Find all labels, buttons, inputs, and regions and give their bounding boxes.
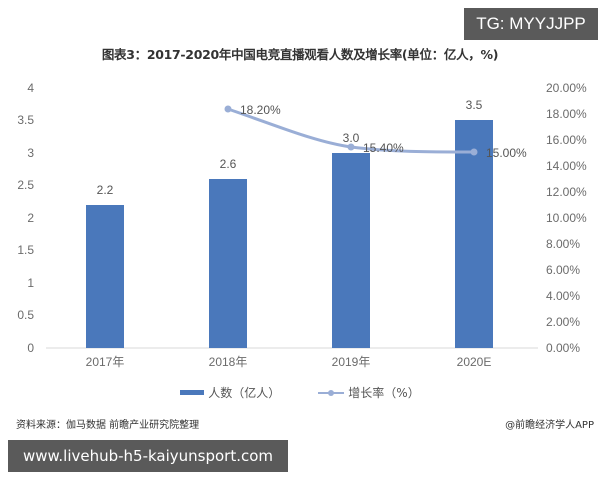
legend-line-label: 增长率（%）: [348, 386, 420, 400]
left-tick: 2.5: [17, 178, 34, 192]
bar-label: 3.5: [466, 98, 483, 112]
bar-series: [86, 120, 493, 348]
bar-2017: [86, 205, 124, 348]
x-tick: 2019年: [332, 355, 371, 369]
legend-bar-label: 人数（亿人）: [208, 386, 281, 400]
growth-point-2019: [347, 143, 355, 151]
left-tick: 1: [27, 276, 34, 290]
line-label: 15.00%: [486, 146, 527, 160]
source-note: 资料来源：伽马数据 前瞻产业研究院整理: [16, 420, 200, 431]
left-tick: 4: [27, 81, 34, 95]
legend: 人数（亿人） 增长率（%）: [0, 384, 600, 401]
right-tick: 14.00%: [546, 159, 587, 173]
right-tick: 16.00%: [546, 133, 587, 147]
right-tick: 8.00%: [546, 237, 580, 251]
legend-item-bar: 人数（亿人）: [180, 384, 280, 401]
x-tick: 2017年: [86, 355, 125, 369]
right-tick: 4.00%: [546, 289, 580, 303]
left-tick: 1.5: [17, 243, 34, 257]
line-label: 18.20%: [240, 103, 281, 117]
left-tick: 2: [27, 211, 34, 225]
growth-point-2020e: [470, 148, 478, 156]
bar-label: 2.2: [97, 183, 114, 197]
x-axis: 2017年 2018年 2019年 2020E: [86, 355, 492, 369]
legend-item-line: 增长率（%）: [318, 384, 420, 401]
line-label: 15.40%: [363, 141, 404, 155]
left-tick: 0.5: [17, 308, 34, 322]
bar-2020e: [455, 120, 493, 348]
growth-line-series: 18.20% 15.40% 15.00%: [224, 103, 527, 160]
x-tick: 2018年: [209, 355, 248, 369]
line-swatch-icon: [318, 388, 345, 398]
right-tick: 12.00%: [546, 185, 587, 199]
right-tick: 18.00%: [546, 107, 587, 121]
bar-2018: [209, 179, 247, 348]
right-tick: 2.00%: [546, 315, 580, 329]
left-tick: 3.5: [17, 113, 34, 127]
right-tick: 6.00%: [546, 263, 580, 277]
credit-note: @前瞻经济学人APP: [505, 420, 594, 431]
growth-point-2018: [224, 105, 232, 113]
bar-label: 3.0: [343, 131, 360, 145]
bar-2019: [332, 153, 370, 348]
right-tick: 0.00%: [546, 341, 580, 355]
left-tick: 0: [27, 341, 34, 355]
tg-badge: TG: MYYJJPP: [464, 8, 598, 40]
bar-label: 2.6: [220, 157, 237, 171]
left-tick: 3: [27, 146, 34, 160]
bar-swatch-icon: [180, 390, 205, 395]
x-tick: 2020E: [457, 355, 492, 369]
chart-title: 图表3：2017-2020年中国电竞直播观看人数及增长率(单位：亿人，%): [101, 47, 499, 62]
right-tick: 10.00%: [546, 211, 587, 225]
left-y-axis: 0 0.5 1 1.5 2 2.5 3 3.5 4: [17, 81, 34, 355]
right-y-axis: 0.00% 2.00% 4.00% 6.00% 8.00% 10.00% 12.…: [546, 81, 587, 355]
right-tick: 20.00%: [546, 81, 587, 95]
bar-labels: 2.2 2.6 3.0 3.5: [97, 98, 483, 197]
url-badge: www.livehub-h5-kaiyunsport.com: [8, 440, 288, 472]
